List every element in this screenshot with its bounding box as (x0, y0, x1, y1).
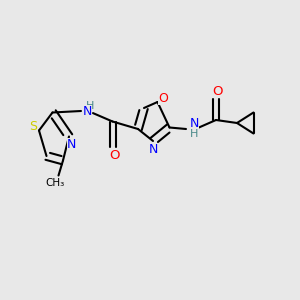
Text: S: S (29, 120, 37, 134)
Text: N: N (67, 138, 76, 152)
Text: N: N (190, 117, 199, 130)
Text: O: O (109, 149, 119, 162)
Text: H: H (190, 128, 199, 139)
Text: N: N (82, 105, 92, 119)
Text: H: H (86, 101, 94, 111)
Text: CH₃: CH₃ (46, 178, 65, 188)
Text: O: O (212, 85, 223, 98)
Text: N: N (149, 143, 159, 156)
Text: O: O (158, 92, 168, 105)
